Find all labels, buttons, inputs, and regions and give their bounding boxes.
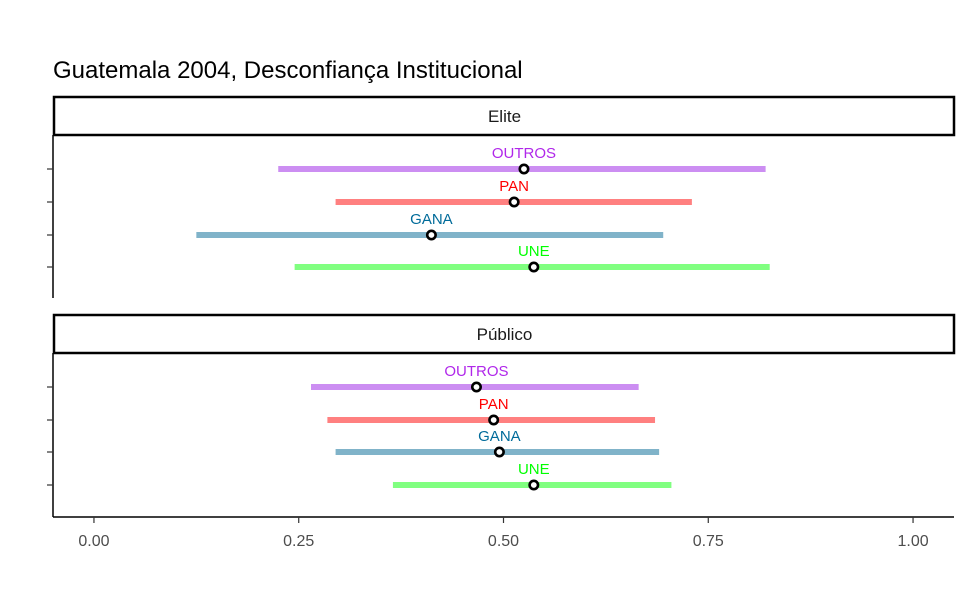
x-tick-label: 0.50 — [488, 533, 519, 550]
panel-strip — [52, 313, 956, 355]
chart-panels: Elite OUTROS PAN GANA UNE Público OUTROS PAN GAN… — [47, 95, 956, 517]
panel-strip-label: Público — [477, 325, 533, 344]
estimate-point-pan — [488, 414, 500, 426]
series-label-outros: OUTROS — [492, 145, 556, 162]
estimate-point-une — [528, 479, 540, 491]
series-label-pan: PAN — [479, 396, 509, 413]
series-label-pan: PAN — [499, 178, 529, 195]
estimate-point-gana — [425, 229, 437, 241]
estimate-point-outros — [470, 381, 482, 393]
panel-pblico: Público OUTROS PAN GANA UNE — [47, 313, 956, 517]
panel-strip — [52, 95, 956, 137]
estimate-point-une — [528, 261, 540, 273]
series-label-une: UNE — [518, 461, 550, 478]
x-tick-label: 0.00 — [78, 533, 109, 550]
series-label-gana: GANA — [410, 211, 453, 228]
x-tick-label: 0.25 — [283, 533, 314, 550]
estimate-point-outros — [518, 163, 530, 175]
series-label-une: UNE — [518, 243, 550, 260]
panel-elite: Elite OUTROS PAN GANA UNE — [47, 95, 956, 298]
panel-strip-label: Elite — [488, 107, 521, 126]
series-label-gana: GANA — [478, 428, 521, 445]
series-label-outros: OUTROS — [444, 363, 508, 380]
estimate-point-gana — [493, 446, 505, 458]
estimate-point-pan — [508, 196, 520, 208]
x-axis: 0.00 0.25 0.50 0.75 1.00 — [53, 516, 954, 550]
x-tick-label: 0.75 — [693, 533, 724, 550]
chart-title: Guatemala 2004, Desconfiança Institucion… — [53, 57, 523, 84]
x-tick-label: 1.00 — [897, 533, 928, 550]
